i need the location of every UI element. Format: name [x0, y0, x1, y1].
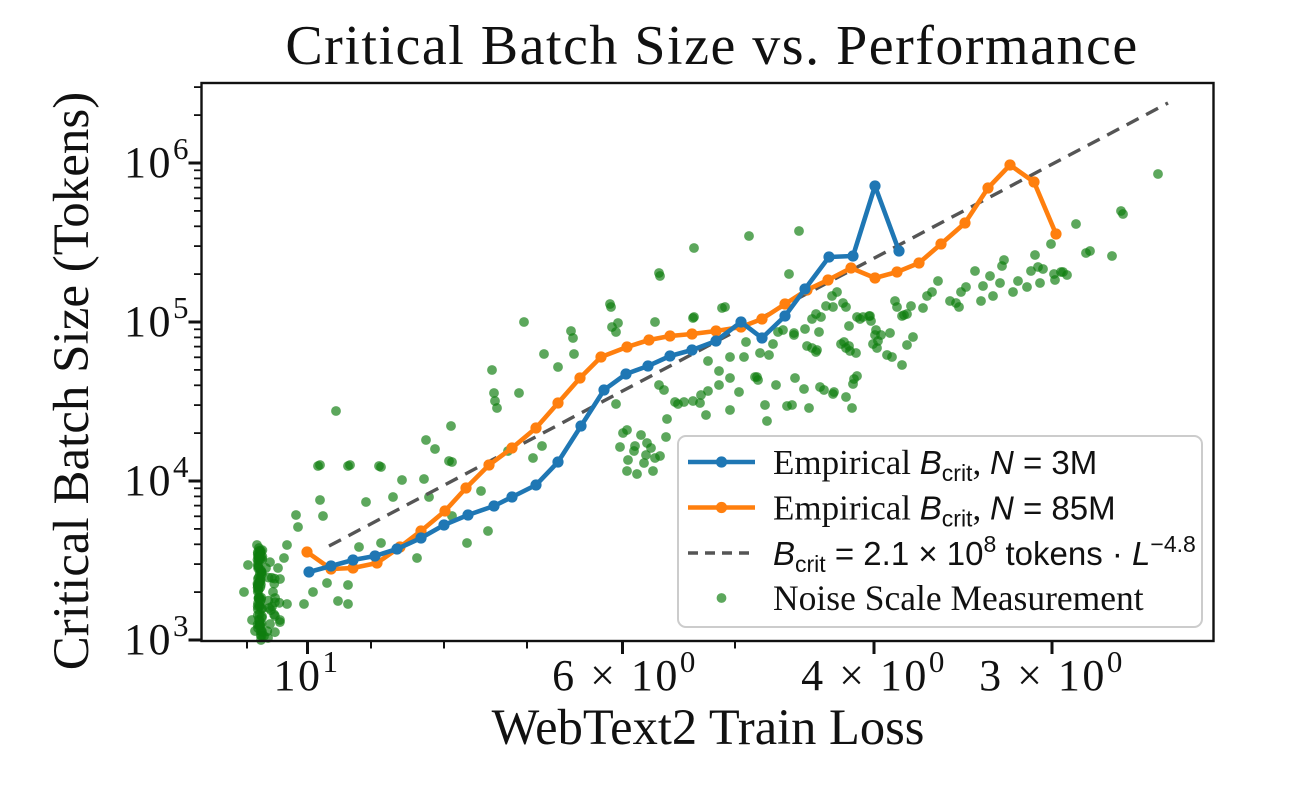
svg-text:6 × 100: 6 × 100 — [552, 644, 698, 700]
svg-text:3 × 100: 3 × 100 — [979, 644, 1125, 700]
svg-text:Empirical Bcrit, N = 3M: Empirical Bcrit, N = 3M — [773, 443, 1097, 486]
svg-text:4 × 100: 4 × 100 — [801, 644, 947, 700]
svg-text:Bcrit = 2.1 × 108 tokens · L−4: Bcrit = 2.1 × 108 tokens · L−4.8 — [773, 531, 1196, 577]
svg-text:Noise Scale Measurement: Noise Scale Measurement — [773, 578, 1144, 618]
svg-text:Critical Batch Size vs. Perfor: Critical Batch Size vs. Performance — [285, 15, 1138, 77]
svg-text:WebText2 Train Loss: WebText2 Train Loss — [492, 699, 925, 755]
svg-text:Critical Batch Size (Tokens): Critical Batch Size (Tokens) — [44, 92, 100, 671]
